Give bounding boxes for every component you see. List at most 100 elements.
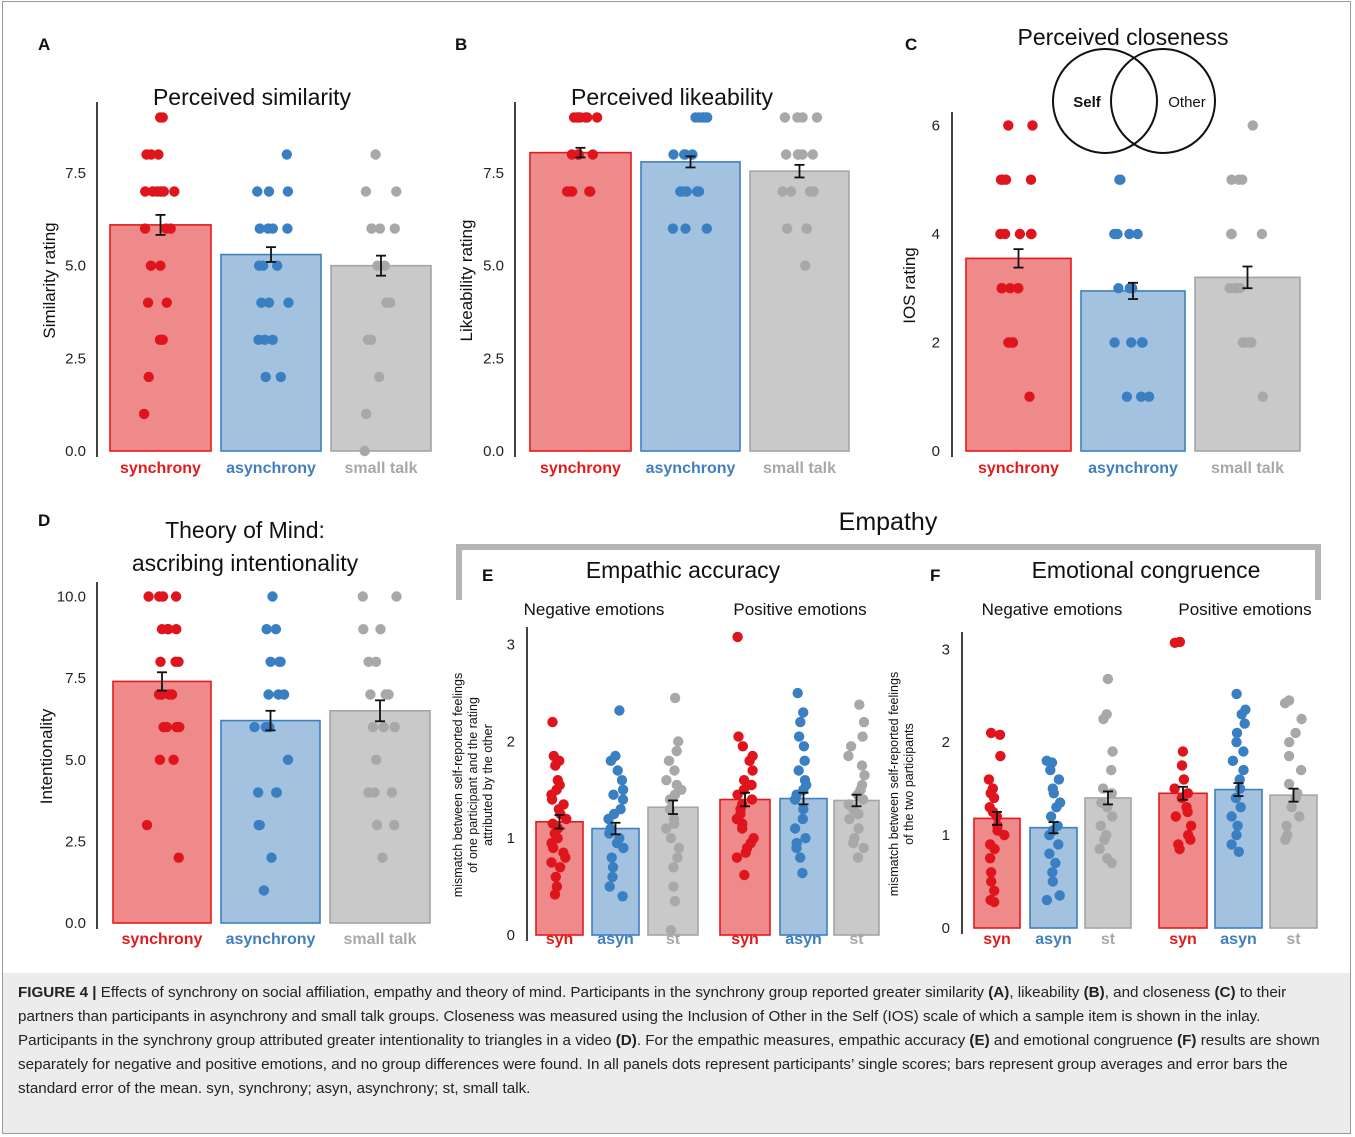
y-tick-label-A-3: 7.5: [65, 165, 86, 182]
data-point-A-1-17: [275, 371, 286, 383]
data-point-E0-1-6: [608, 789, 619, 800]
data-point-A-2-4: [389, 223, 400, 234]
data-point-E1-1-6: [793, 765, 804, 776]
data-point-E1-0-4: [744, 755, 755, 766]
data-point-F1-1-14: [1232, 820, 1243, 831]
data-point-A-0-16: [161, 297, 172, 308]
data-point-F1-1-3: [1239, 718, 1250, 729]
data-point-F1-2-4: [1284, 737, 1295, 748]
data-point-A-2-8: [372, 260, 383, 271]
caption-ref-a: (A): [988, 984, 1010, 1001]
data-point-E0-2-13: [661, 823, 672, 834]
data-point-E1-0-0: [732, 631, 743, 643]
inlay-self-label: Self: [1073, 94, 1102, 111]
data-point-D-2-1: [391, 591, 402, 602]
data-point-E0-1-5: [617, 784, 629, 795]
data-point-A-0-17: [142, 297, 154, 308]
data-point-E1-0-16: [737, 823, 748, 834]
category-label-E0-1: asyn: [597, 931, 633, 948]
data-point-F0-0-18: [989, 885, 1000, 896]
data-point-E1-2-10: [858, 794, 869, 805]
data-point-B-2-5: [807, 149, 818, 160]
data-point-A-0-19: [154, 334, 166, 345]
bar-D-1: [220, 719, 321, 924]
data-point-E0-0-18: [548, 842, 559, 854]
data-point-F0-2-10: [1095, 820, 1107, 831]
caption-text-2: , likeability: [1009, 984, 1084, 1001]
data-point-F1-1-7: [1227, 755, 1239, 766]
data-point-F1-0-1: [1169, 637, 1181, 648]
data-point-C-2-13: [1243, 337, 1255, 348]
data-point-F0-1-18: [1041, 894, 1053, 906]
data-point-B-1-7: [668, 149, 679, 160]
data-point-E0-0-23: [550, 871, 561, 883]
category-label-A-1: asynchrony: [226, 460, 316, 477]
data-point-F0-2-12: [1099, 834, 1110, 845]
category-label-C-1: asynchrony: [1088, 460, 1178, 477]
data-point-E1-2-19: [852, 852, 864, 863]
category-label-E1-1: asyn: [785, 931, 821, 948]
data-point-C-1-1: [1115, 174, 1126, 185]
y-tick-label-C-0: 0: [932, 443, 940, 460]
group-label-E-1: Positive emotions: [733, 600, 866, 619]
data-point-D-0-19: [168, 754, 179, 765]
data-point-C-0-13: [1005, 283, 1016, 294]
data-point-E0-1-15: [618, 842, 629, 854]
y-tick-label-B-3: 7.5: [483, 165, 504, 182]
data-point-A-0-3: [146, 149, 157, 160]
data-point-F1-2-3: [1290, 727, 1301, 739]
data-point-D-2-3: [358, 624, 369, 635]
category-label-B-2: small talk: [763, 460, 836, 477]
y-tick-label-D-2: 5.0: [65, 752, 86, 769]
data-point-E1-2-5: [856, 760, 868, 771]
data-point-D-2-16: [371, 819, 383, 831]
category-label-D-2: small talk: [344, 931, 417, 948]
data-point-F0-2-0: [1102, 673, 1114, 685]
y-tick-label-D-1: 2.5: [65, 833, 86, 850]
data-point-B-1-9: [680, 149, 691, 160]
data-point-B-1-13: [693, 186, 705, 197]
data-point-F1-1-0: [1231, 688, 1242, 700]
data-point-E0-2-0: [669, 692, 681, 704]
data-point-E1-2-17: [848, 837, 859, 849]
data-point-D-1-15: [271, 787, 282, 798]
data-point-E1-1-18: [795, 852, 806, 863]
data-point-F0-0-0: [985, 727, 997, 739]
panel-title-A: Perceived similarity: [153, 84, 352, 110]
data-point-F1-0-15: [1174, 843, 1185, 855]
data-point-F1-2-14: [1280, 834, 1291, 845]
empathy-heading: Empathy: [839, 508, 938, 536]
data-point-A-2-6: [366, 223, 377, 234]
figure-panels: A Perceived similarity 0.0 2.5 5.0 7.5 Similar…: [37, 24, 1321, 948]
data-point-E0-0-3: [550, 760, 561, 771]
data-point-C-0-19: [1024, 391, 1035, 402]
data-point-C-1-12: [1136, 337, 1148, 348]
inlay-other-circle: [1110, 48, 1216, 154]
data-point-B-2-7: [793, 149, 804, 160]
data-point-F0-0-15: [984, 853, 996, 864]
data-point-B-0-16: [585, 186, 596, 197]
data-point-C-2-8: [1234, 283, 1246, 294]
data-point-E1-2-1: [858, 716, 870, 728]
data-point-B-2-13: [782, 223, 793, 234]
data-point-A-1-8: [272, 260, 283, 271]
data-point-E1-1-5: [799, 755, 810, 766]
data-point-F1-1-11: [1230, 792, 1242, 804]
data-point-A-2-13: [374, 371, 385, 383]
data-point-F1-2-11: [1294, 811, 1305, 822]
data-point-A-1-5: [254, 223, 265, 234]
data-point-F0-1-16: [1047, 876, 1059, 887]
data-point-E1-2-0: [854, 699, 865, 710]
category-label-D-1: asynchrony: [226, 931, 316, 948]
inlay-self-circle: [1052, 48, 1158, 154]
data-point-A-1-13: [256, 297, 267, 308]
group-label-F-0: Negative emotions: [982, 600, 1123, 619]
data-point-A-1-11: [283, 297, 294, 308]
y-axis-label-F-line-1: of the two participants: [902, 723, 916, 845]
data-point-E0-0-20: [560, 852, 571, 863]
data-point-F1-0-5: [1169, 783, 1180, 794]
empathy-bracket: [456, 544, 1321, 600]
data-point-F1-2-7: [1283, 778, 1295, 790]
data-point-F1-0-13: [1185, 834, 1196, 845]
bar-B-2: [749, 170, 850, 452]
